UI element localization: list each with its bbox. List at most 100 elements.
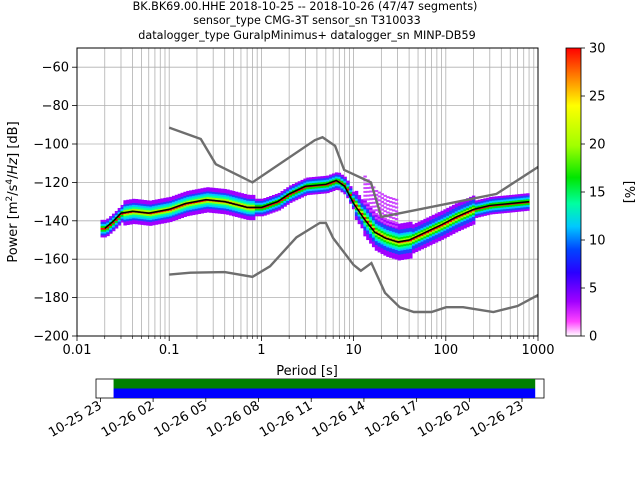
histogram-cell	[194, 196, 199, 200]
histogram-cell	[426, 240, 430, 243]
histogram-cell	[286, 200, 290, 203]
histogram-cell	[174, 217, 179, 221]
histogram-cell	[394, 242, 399, 245]
histogram-cell	[177, 214, 182, 218]
histogram-cell	[123, 206, 127, 209]
histogram-cell	[366, 237, 370, 241]
histogram-cell	[326, 185, 330, 188]
histogram-cell	[474, 213, 479, 217]
histogram-cell	[137, 218, 142, 221]
histogram-cell	[137, 208, 142, 212]
histogram-cell	[111, 227, 116, 230]
colorbar-tick-label: 0	[589, 330, 597, 345]
data-coverage-bar	[95, 378, 545, 399]
histogram-cell	[243, 193, 247, 197]
histogram-cell	[297, 185, 302, 188]
histogram-cell	[446, 209, 450, 212]
histogram-cell	[383, 226, 387, 229]
histogram-cell	[129, 216, 133, 219]
histogram-cell	[340, 182, 344, 185]
histogram-cell	[237, 200, 242, 203]
histogram-cell	[389, 223, 393, 226]
histogram-cell	[377, 242, 382, 245]
histogram-cell	[403, 247, 407, 250]
histogram-cell	[497, 211, 502, 214]
histogram-cell	[374, 209, 379, 212]
histogram-cell	[114, 214, 119, 218]
histogram-cell	[297, 188, 302, 192]
colorbar-tick-label: 15	[589, 186, 606, 201]
histogram-cell	[303, 180, 307, 183]
histogram-cell	[123, 213, 127, 216]
histogram-cell	[309, 181, 313, 184]
histogram-cell	[491, 206, 496, 209]
histogram-cell	[406, 249, 410, 252]
histogram-cell	[360, 210, 364, 213]
histogram-cell	[486, 197, 490, 200]
histogram-cell	[137, 222, 142, 225]
histogram-cell	[429, 227, 433, 230]
histogram-cell	[217, 190, 222, 193]
histogram-cell	[269, 195, 273, 199]
histogram-cell	[491, 210, 496, 213]
histogram-cell	[394, 257, 399, 260]
histogram-cell	[306, 187, 310, 190]
histogram-cell	[446, 223, 450, 226]
histogram-cell	[131, 206, 136, 209]
histogram-cell	[460, 202, 464, 205]
histogram-cell	[386, 211, 390, 214]
histogram-cell	[343, 192, 347, 195]
histogram-cell	[229, 213, 233, 216]
histogram-cell	[254, 200, 259, 203]
histogram-cell	[463, 220, 467, 223]
histogram-cell	[106, 218, 110, 221]
histogram-cell	[423, 234, 427, 237]
histogram-cell	[237, 207, 242, 211]
histogram-cell	[517, 209, 522, 212]
histogram-cell	[380, 221, 384, 224]
histogram-cell	[151, 215, 156, 218]
histogram-cell	[157, 198, 162, 202]
histogram-cell	[417, 225, 422, 228]
histogram-cell	[249, 217, 253, 221]
histogram-cell	[366, 198, 370, 201]
histogram-cell	[166, 205, 170, 208]
histogram-cell	[431, 216, 436, 219]
histogram-cell	[471, 199, 476, 202]
histogram-cell	[194, 210, 199, 213]
histogram-cell	[289, 187, 293, 190]
histogram-cell	[371, 225, 376, 229]
histogram-cell	[171, 197, 176, 200]
histogram-cell	[123, 207, 127, 211]
histogram-cell	[286, 202, 290, 205]
histogram-cell	[363, 213, 367, 216]
histogram-cell	[351, 205, 356, 208]
histogram-cell	[320, 180, 324, 183]
histogram-cell	[389, 232, 393, 235]
histogram-cell	[437, 237, 442, 240]
histogram-cell	[229, 205, 233, 208]
histogram-cell	[174, 198, 179, 201]
histogram-cell	[191, 199, 196, 202]
histogram-cell	[420, 220, 424, 223]
histogram-cell	[371, 233, 376, 236]
histogram-cell	[469, 210, 473, 213]
histogram-cell	[366, 186, 370, 189]
histogram-cell	[449, 206, 453, 209]
histogram-cell	[206, 187, 210, 190]
histogram-cell	[123, 221, 127, 224]
histogram-cell	[266, 200, 270, 204]
histogram-cell	[406, 247, 410, 250]
histogram-cell	[369, 206, 373, 210]
histogram-cell	[511, 206, 516, 209]
histogram-cell	[197, 192, 202, 195]
histogram-cell	[206, 204, 210, 207]
timeline-tick-label: 10-26 17	[363, 398, 421, 440]
histogram-cell	[229, 211, 233, 214]
histogram-cell	[360, 222, 364, 225]
histogram-cell	[380, 224, 384, 228]
histogram-cell	[486, 199, 490, 202]
histogram-cell	[454, 203, 459, 206]
histogram-cell	[240, 197, 244, 200]
histogram-cell	[514, 200, 519, 203]
